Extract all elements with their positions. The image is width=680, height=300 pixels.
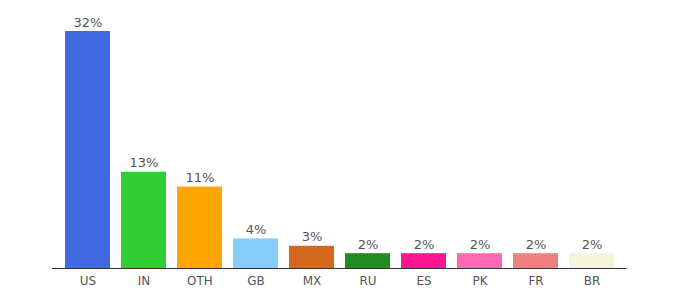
svg-text:IN: IN bbox=[138, 274, 151, 288]
svg-text:13%: 13% bbox=[130, 155, 159, 170]
svg-text:32%: 32% bbox=[74, 15, 103, 30]
svg-text:OTH: OTH bbox=[187, 274, 213, 288]
svg-text:2%: 2% bbox=[414, 237, 435, 252]
svg-text:ES: ES bbox=[416, 274, 431, 288]
svg-text:2%: 2% bbox=[470, 237, 491, 252]
svg-text:2%: 2% bbox=[358, 237, 379, 252]
svg-text:RU: RU bbox=[359, 274, 376, 288]
svg-text:11%: 11% bbox=[186, 170, 215, 185]
svg-text:4%: 4% bbox=[246, 222, 267, 237]
svg-text:FR: FR bbox=[528, 274, 543, 288]
svg-text:BR: BR bbox=[584, 274, 601, 288]
svg-text:3%: 3% bbox=[302, 229, 323, 244]
svg-text:PK: PK bbox=[472, 274, 488, 288]
svg-text:2%: 2% bbox=[582, 237, 603, 252]
svg-text:MX: MX bbox=[303, 274, 322, 288]
svg-text:US: US bbox=[80, 274, 96, 288]
svg-text:2%: 2% bbox=[526, 237, 547, 252]
svg-text:GB: GB bbox=[247, 274, 265, 288]
